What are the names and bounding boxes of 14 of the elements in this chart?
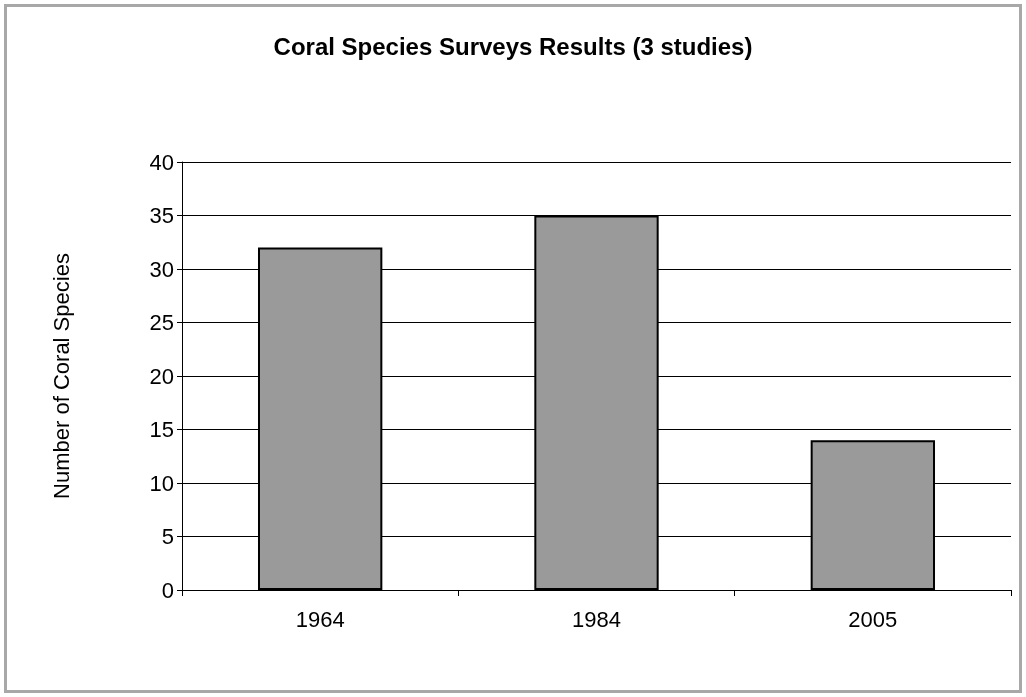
x-tick-label: 1964 [295,606,345,632]
y-tick-label: 10 [149,470,174,496]
y-axis-title: Number of Coral Species [48,253,74,499]
chart-title: Coral Species Surveys Results (3 studies) [273,32,753,60]
x-tick-label: 1984 [572,606,621,632]
y-tick-label: 0 [161,577,174,603]
y-tick-label: 20 [149,363,174,389]
y-tick-label: 15 [149,417,174,442]
x-tick-label: 2005 [848,606,898,632]
y-tick-label: 30 [149,256,174,282]
y-tick-label: 40 [149,149,174,175]
y-tick-label: 25 [149,310,174,335]
y-tick-label: 35 [149,203,174,228]
y-tick-label: 5 [161,524,174,549]
